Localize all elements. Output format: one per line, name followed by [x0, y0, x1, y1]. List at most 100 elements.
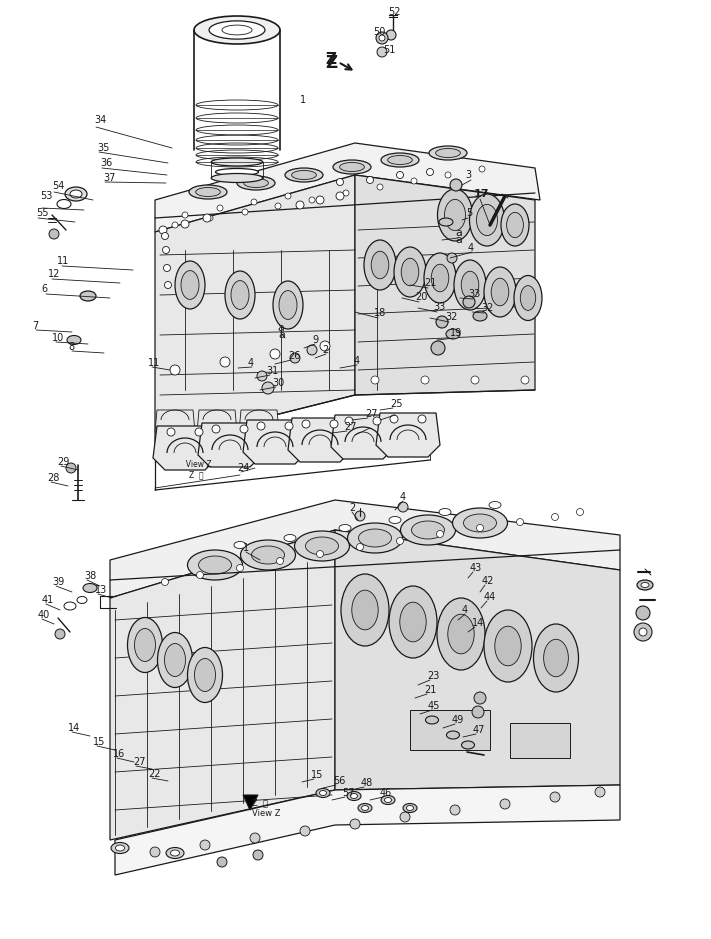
Circle shape [552, 514, 559, 520]
Circle shape [285, 193, 291, 199]
Text: 4: 4 [400, 492, 406, 502]
Text: 13: 13 [95, 585, 107, 595]
Text: 45: 45 [428, 701, 440, 711]
Text: 57: 57 [342, 788, 355, 798]
Circle shape [377, 184, 383, 190]
Ellipse shape [127, 618, 163, 672]
Text: 17: 17 [474, 189, 489, 199]
Ellipse shape [222, 25, 252, 35]
Ellipse shape [444, 199, 466, 231]
Text: 41: 41 [42, 595, 54, 605]
Ellipse shape [439, 218, 453, 226]
Circle shape [450, 179, 462, 191]
Polygon shape [198, 423, 262, 467]
Ellipse shape [473, 311, 487, 321]
Ellipse shape [164, 643, 186, 676]
Text: 55: 55 [36, 208, 48, 218]
Circle shape [376, 32, 388, 44]
Ellipse shape [316, 789, 330, 797]
Text: 37: 37 [103, 173, 115, 183]
Circle shape [55, 629, 65, 639]
Ellipse shape [339, 525, 351, 531]
Text: 28: 28 [47, 473, 60, 483]
Ellipse shape [385, 797, 392, 803]
Text: 33: 33 [468, 289, 480, 299]
Circle shape [296, 201, 304, 209]
Text: 25: 25 [390, 399, 402, 409]
Ellipse shape [403, 804, 417, 812]
Text: a: a [455, 235, 462, 245]
Text: 52: 52 [388, 7, 400, 17]
Circle shape [371, 376, 379, 384]
Ellipse shape [333, 160, 371, 174]
Text: 1: 1 [300, 95, 306, 105]
Ellipse shape [447, 731, 459, 739]
Ellipse shape [437, 189, 473, 241]
Ellipse shape [641, 582, 649, 588]
Ellipse shape [425, 716, 439, 724]
Ellipse shape [637, 580, 653, 590]
Circle shape [397, 537, 404, 545]
Circle shape [163, 247, 169, 254]
Ellipse shape [294, 531, 350, 561]
Ellipse shape [446, 329, 460, 339]
Ellipse shape [348, 523, 402, 553]
Text: 4: 4 [468, 243, 474, 253]
Text: 43: 43 [470, 563, 482, 573]
Ellipse shape [111, 842, 129, 854]
Ellipse shape [520, 285, 535, 311]
Circle shape [421, 376, 429, 384]
Circle shape [49, 229, 59, 239]
Ellipse shape [240, 540, 296, 570]
Text: 5: 5 [466, 208, 472, 218]
Ellipse shape [188, 648, 223, 702]
Ellipse shape [381, 795, 395, 805]
Ellipse shape [175, 261, 205, 309]
Circle shape [436, 316, 448, 328]
Ellipse shape [83, 583, 97, 593]
Text: 21: 21 [424, 278, 437, 288]
Circle shape [161, 233, 169, 239]
Ellipse shape [424, 253, 456, 303]
Circle shape [320, 341, 330, 351]
Circle shape [66, 463, 76, 473]
Polygon shape [239, 410, 279, 432]
Text: a: a [277, 323, 284, 333]
Circle shape [240, 425, 248, 433]
Ellipse shape [439, 509, 451, 516]
Ellipse shape [469, 194, 505, 246]
Text: 36: 36 [100, 158, 112, 168]
Circle shape [366, 177, 373, 183]
Ellipse shape [407, 806, 414, 810]
Ellipse shape [495, 626, 521, 666]
Circle shape [343, 190, 349, 196]
Text: 15: 15 [93, 737, 105, 747]
Ellipse shape [437, 598, 485, 670]
Text: 33: 33 [433, 302, 445, 312]
Circle shape [257, 422, 265, 430]
Circle shape [516, 518, 523, 526]
Circle shape [170, 365, 180, 375]
Text: 2: 2 [322, 345, 328, 355]
Polygon shape [155, 175, 355, 445]
Text: 51: 51 [383, 45, 395, 55]
Ellipse shape [306, 537, 338, 555]
Circle shape [207, 215, 213, 221]
Ellipse shape [484, 267, 516, 317]
Circle shape [474, 692, 486, 704]
Circle shape [309, 197, 315, 203]
Ellipse shape [341, 574, 389, 646]
Ellipse shape [429, 146, 467, 160]
Ellipse shape [225, 271, 255, 319]
Ellipse shape [166, 848, 184, 858]
Ellipse shape [211, 174, 263, 182]
Polygon shape [335, 530, 620, 790]
Text: 9: 9 [312, 335, 318, 345]
Bar [410, 710, 490, 750]
Text: 15: 15 [311, 770, 324, 780]
Circle shape [418, 415, 426, 423]
Ellipse shape [195, 658, 215, 691]
Ellipse shape [80, 291, 96, 301]
Ellipse shape [279, 290, 297, 319]
Circle shape [217, 857, 227, 867]
